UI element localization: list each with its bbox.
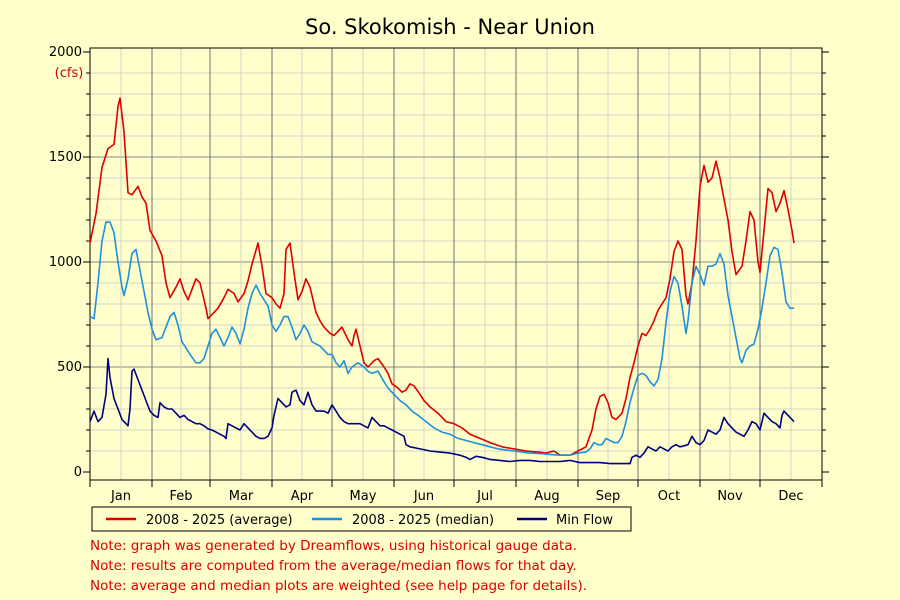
y-tick-label: 1000 <box>49 255 82 270</box>
y-tick-label: 0 <box>74 465 82 480</box>
x-tick-label: May <box>350 489 377 504</box>
legend-label-median: 2008 - 2025 (median) <box>352 513 494 528</box>
x-tick-label: Apr <box>291 489 314 504</box>
series-median-line <box>89 221 794 456</box>
y-axis-label: (cfs) <box>55 66 84 81</box>
legend: 2008 - 2025 (average) 2008 - 2025 (media… <box>91 506 632 532</box>
plot-border <box>89 47 823 481</box>
y-axis: 0 500 1000 1500 2000 <box>49 45 82 480</box>
note-line: Note: results are computed from the aver… <box>90 558 577 574</box>
x-tick-label: Jan <box>110 489 131 504</box>
x-tick-label: Jun <box>413 489 434 504</box>
x-axis: Jan Feb Mar Apr May Jun Jul Aug Sep Oct Nov Dec <box>110 489 804 504</box>
x-tick-label: Sep <box>596 489 621 504</box>
y-tick-label: 2000 <box>49 45 82 60</box>
x-tick-label: Nov <box>717 489 743 504</box>
y-tick-label: 1500 <box>49 150 82 165</box>
grid <box>90 48 822 480</box>
x-tick-label: Aug <box>534 489 559 504</box>
note-line: Note: graph was generated by Dreamflows,… <box>90 538 577 554</box>
x-tick-label: Mar <box>229 489 254 504</box>
x-tick-label: Dec <box>778 489 803 504</box>
axis-ticks <box>83 51 829 487</box>
chart-title: So. Skokomish - Near Union <box>305 15 595 39</box>
legend-label-average: 2008 - 2025 (average) <box>146 513 293 528</box>
series-average-line <box>89 97 795 456</box>
x-tick-label: Jul <box>476 489 493 504</box>
x-tick-label: Feb <box>169 489 192 504</box>
legend-label-min-flow: Min Flow <box>556 513 613 528</box>
series-min-flow-line <box>89 357 795 465</box>
series-lines <box>89 97 795 465</box>
notes: Note: graph was generated by Dreamflows,… <box>90 538 587 594</box>
plot-area <box>89 47 823 481</box>
note-line: Note: average and median plots are weigh… <box>90 578 587 594</box>
x-tick-label: Oct <box>658 489 680 504</box>
y-tick-label: 500 <box>57 360 82 375</box>
